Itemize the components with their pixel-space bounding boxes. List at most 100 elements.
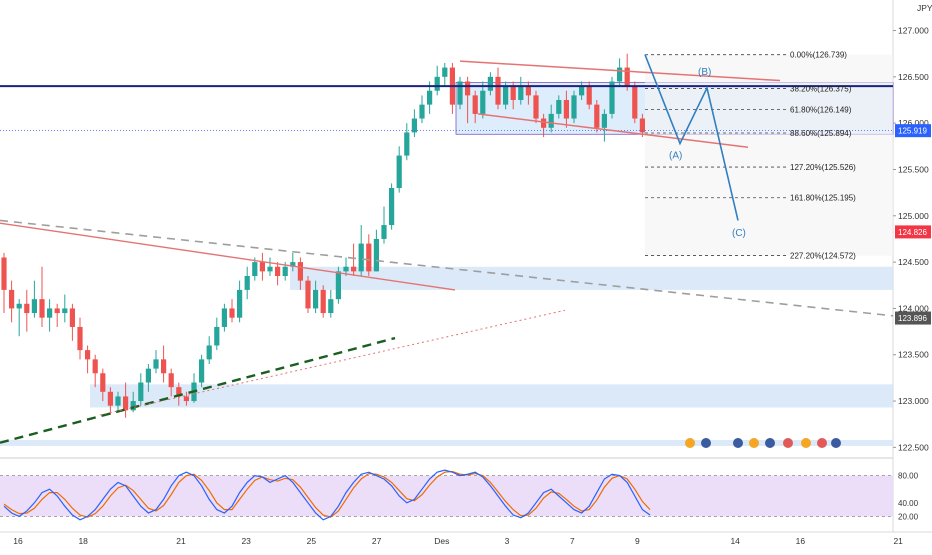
candle-body	[62, 308, 68, 314]
event-marker[interactable]	[783, 438, 793, 448]
candle-body	[168, 373, 174, 388]
resistance-trendline	[0, 222, 456, 291]
candle-body	[579, 86, 585, 96]
price-tick-label: 125.000	[898, 211, 929, 221]
price-tick-label: 124.000	[898, 303, 929, 313]
price-badge	[895, 225, 931, 239]
candle-body	[183, 396, 189, 402]
channel-lower-line	[477, 113, 749, 148]
stochastic-layer	[0, 469, 893, 521]
wave-projection-layer: (A) (B) (C)	[644, 54, 746, 239]
candle-body	[457, 81, 463, 105]
price-tick-label: 123.500	[898, 350, 929, 360]
event-marker[interactable]	[817, 438, 827, 448]
candle-body	[161, 359, 167, 374]
fib-level-label: 61.80%(126.149)	[790, 105, 852, 114]
candle-body	[427, 90, 433, 105]
date-tick-label: 21	[176, 536, 186, 546]
candle-body	[351, 266, 357, 272]
date-tick-label: 16	[13, 536, 23, 546]
candle-body	[518, 86, 524, 100]
candle-body	[252, 262, 258, 276]
candle-body	[472, 95, 478, 114]
date-tick-label: 16	[796, 536, 806, 546]
price-tick-label: 122.500	[898, 442, 929, 452]
candle-body	[282, 266, 288, 276]
indicator-band	[0, 475, 893, 517]
price-tick-label: 124.500	[898, 257, 929, 267]
candles-layer	[1, 53, 645, 418]
date-tick-label: 3	[505, 536, 510, 546]
price-badge-label: 124.826	[898, 228, 927, 237]
event-markers[interactable]	[685, 438, 841, 448]
candle-body	[419, 104, 425, 119]
event-marker[interactable]	[765, 438, 775, 448]
candle-body	[434, 76, 440, 91]
channel-upper-line	[459, 60, 781, 82]
candle-body	[617, 67, 623, 82]
price-badge-label: 123.896	[898, 314, 927, 323]
candle-body	[343, 266, 349, 272]
candle-body	[153, 359, 159, 369]
event-marker[interactable]	[831, 438, 841, 448]
support-trendline	[0, 336, 396, 444]
candle-body	[632, 86, 638, 119]
candle-body	[138, 382, 144, 402]
price-tick-label: 126.500	[898, 72, 929, 82]
candle-body	[442, 67, 448, 77]
event-marker[interactable]	[701, 438, 711, 448]
candle-body	[267, 266, 273, 272]
price-tick-label: 127.000	[898, 26, 929, 36]
fib-level-label: 161.80%(125.195)	[790, 194, 856, 203]
candle-body	[548, 113, 554, 128]
candle-body	[176, 387, 182, 397]
candle-body	[389, 188, 395, 226]
date-tick-label: 27	[372, 536, 382, 546]
support-zone	[290, 266, 893, 290]
fib-levels-layer: 0.00%(126.739) 38.20%(126.375) 61.80%(126.…	[645, 51, 856, 260]
axes-layer: 80.0040.0020.00127.000126.500126.000125.…	[13, 26, 931, 546]
candle-body	[541, 118, 547, 128]
event-marker[interactable]	[801, 438, 811, 448]
price-badge-label: 125.919	[898, 127, 927, 136]
date-tick-label: 14	[730, 536, 740, 546]
price-tick-label: 126.000	[898, 118, 929, 128]
candle-body	[594, 104, 600, 128]
fib-level-label: 0.00%(126.739)	[790, 51, 847, 60]
candle-body	[320, 289, 326, 314]
candle-body	[396, 155, 402, 188]
candle-body	[47, 308, 53, 318]
candle-body	[92, 359, 98, 374]
wave-path	[644, 54, 739, 221]
demand-zone	[90, 384, 893, 408]
wave-label: (B)	[698, 67, 711, 78]
date-tick-label: 23	[241, 536, 251, 546]
candle-body	[130, 401, 136, 411]
candle-body	[335, 271, 341, 300]
candle-body	[297, 262, 303, 281]
candle-body	[503, 86, 509, 105]
candle-body	[123, 396, 129, 411]
date-tick-label: 9	[635, 536, 640, 546]
fib-level-label: 227.20%(124.572)	[790, 251, 856, 260]
candle-body	[31, 299, 37, 314]
stochastic-d-line	[3, 470, 651, 518]
candle-body	[115, 396, 121, 406]
date-tick-label: 7	[570, 536, 575, 546]
candle-body	[373, 238, 379, 272]
event-marker[interactable]	[749, 438, 759, 448]
candle-body	[533, 95, 539, 119]
candle-body	[16, 303, 22, 309]
candle-body	[411, 118, 417, 133]
price-tick-label: 125.500	[898, 164, 929, 174]
candle-body	[9, 289, 15, 309]
candle-body	[259, 262, 265, 272]
candle-body	[24, 303, 30, 314]
event-marker[interactable]	[733, 438, 743, 448]
candle-body	[609, 81, 615, 114]
candle-body	[556, 100, 562, 114]
lower-zone	[0, 439, 893, 446]
event-marker[interactable]	[685, 438, 695, 448]
